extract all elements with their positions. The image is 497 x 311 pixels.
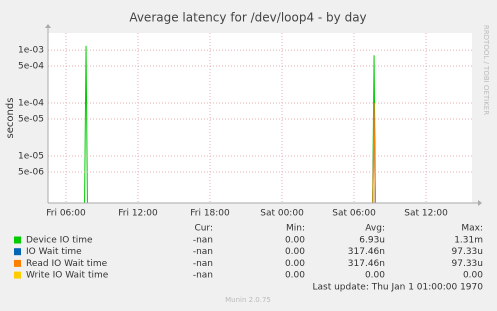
legend-value: 0.00: [463, 271, 483, 281]
legend-value: 6.93u: [359, 236, 385, 246]
y-axis-label: seconds: [5, 98, 16, 139]
plot-area: [48, 33, 472, 203]
legend-swatch: [14, 271, 21, 279]
y-tick-label: 5e-05: [18, 115, 44, 125]
legend-value: -nan: [193, 247, 213, 257]
x-tick-label: Fri 12:00: [118, 209, 158, 219]
legend-swatch: [14, 236, 21, 244]
legend-value: -nan: [193, 259, 213, 269]
legend-value: 0.00: [285, 247, 305, 257]
series-line: [372, 103, 376, 203]
x-tick-label: Sat 12:00: [404, 209, 448, 219]
plot-lines: [84, 45, 376, 203]
legend-label: Write IO Wait time: [26, 271, 109, 281]
legend-value: 1.31m: [454, 236, 483, 246]
legend-value: 0.00: [285, 236, 305, 246]
y-tick-label: 1e-03: [18, 46, 44, 56]
legend-swatch: [14, 259, 21, 267]
x-tick-label: Fri 06:00: [46, 209, 86, 219]
legend-value: 0.00: [365, 271, 385, 281]
y-tick-label: 1e-05: [18, 152, 44, 162]
chart-title: Average latency for /dev/loop4 - by day: [129, 11, 366, 25]
legend-value: -nan: [193, 236, 213, 246]
legend-value: 317.46n: [348, 259, 385, 269]
series-line: [84, 45, 376, 203]
legend-header: Max:: [461, 224, 483, 234]
y-axis-arrow: [45, 24, 51, 28]
legend-header: Avg:: [365, 224, 385, 234]
legend-header: Min:: [286, 224, 305, 234]
legend-header: Cur:: [194, 224, 213, 234]
x-tick-label: Sat 00:00: [260, 209, 304, 219]
x-tick-label: Fri 18:00: [190, 209, 230, 219]
legend-label: IO Wait time: [26, 247, 82, 257]
x-axis-arrow: [478, 200, 482, 206]
footer: Munin 2.0.75: [225, 296, 271, 304]
legend-value: -nan: [193, 271, 213, 281]
legend-value: 97.33u: [452, 259, 483, 269]
x-tick-label: Sat 06:00: [332, 209, 376, 219]
last-update: Last update: Thu Jan 1 01:00:00 1970: [313, 283, 484, 293]
side-text: RRDTOOL / TOBI OETIKER: [482, 25, 490, 115]
legend-value: 317.46n: [348, 247, 385, 257]
y-tick-label: 5e-04: [18, 62, 44, 72]
y-tick-label: 1e-04: [18, 99, 44, 109]
y-tick-label: 5e-06: [18, 168, 44, 178]
legend-swatch: [14, 248, 21, 256]
legend-label: Read IO Wait time: [26, 259, 108, 269]
legend-label: Device IO time: [26, 236, 93, 246]
legend-value: 97.33u: [452, 247, 483, 257]
legend-value: 0.00: [285, 259, 305, 269]
legend-value: 0.00: [285, 271, 305, 281]
